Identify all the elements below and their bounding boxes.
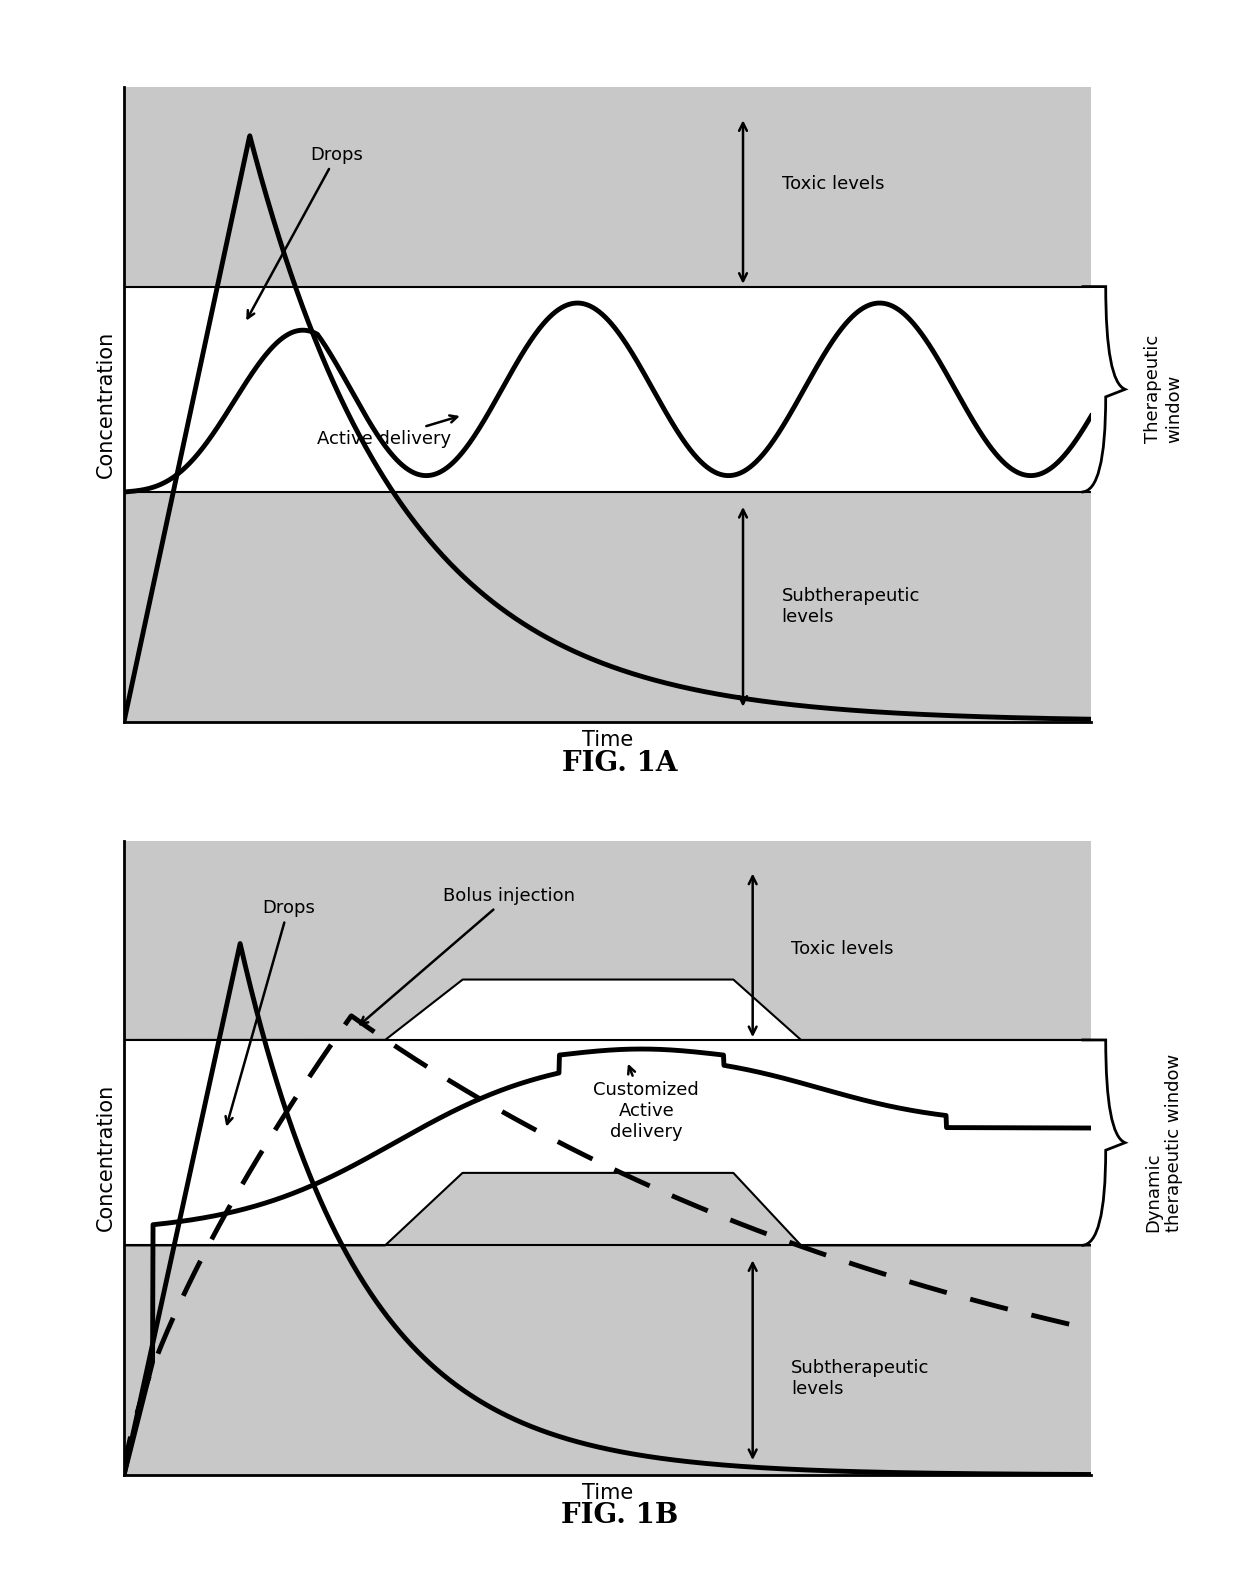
Text: FIG. 1A: FIG. 1A: [562, 750, 678, 777]
Y-axis label: Concentration: Concentration: [95, 331, 115, 477]
Text: Drops: Drops: [248, 146, 363, 319]
Text: FIG. 1B: FIG. 1B: [562, 1502, 678, 1529]
Text: Dynamic
therapeutic window: Dynamic therapeutic window: [1145, 1053, 1183, 1232]
Text: Toxic levels: Toxic levels: [791, 940, 894, 958]
Text: Customized
Active
delivery: Customized Active delivery: [594, 1066, 699, 1140]
X-axis label: Time: Time: [582, 1483, 634, 1504]
Y-axis label: Concentration: Concentration: [95, 1085, 115, 1231]
Text: Bolus injection: Bolus injection: [361, 887, 575, 1025]
Text: Subtherapeutic
levels: Subtherapeutic levels: [781, 587, 920, 626]
Text: Active delivery: Active delivery: [317, 416, 458, 447]
Text: Toxic levels: Toxic levels: [781, 174, 884, 193]
Text: Drops: Drops: [226, 899, 315, 1124]
Text: Subtherapeutic
levels: Subtherapeutic levels: [791, 1359, 930, 1397]
X-axis label: Time: Time: [582, 730, 634, 750]
Text: Therapeutic
window: Therapeutic window: [1145, 335, 1183, 444]
